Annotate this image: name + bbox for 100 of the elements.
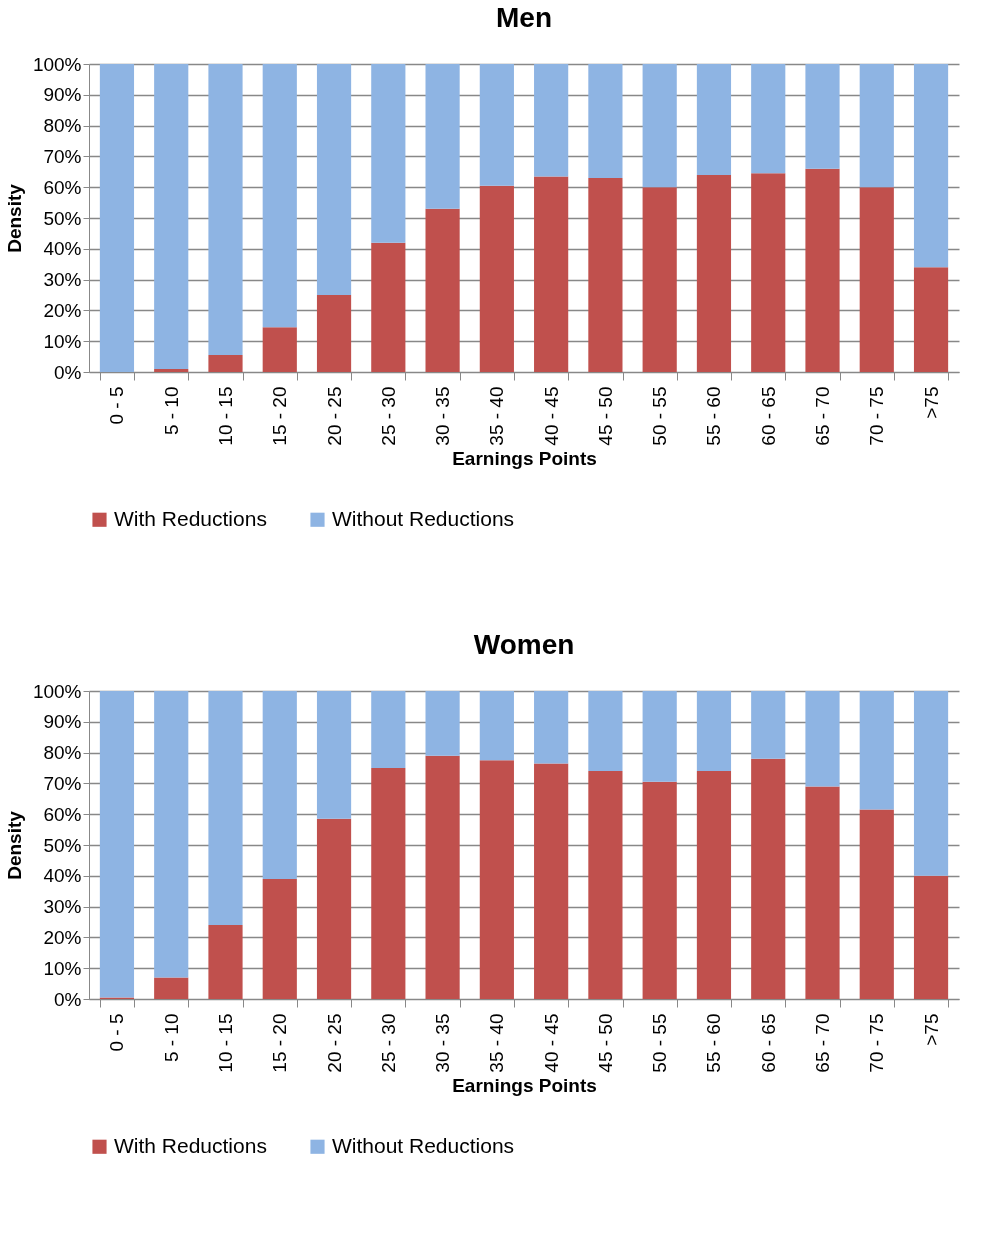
x-tick-label: 10 - 15: [215, 386, 236, 446]
bar: [425, 64, 460, 209]
bar: [588, 771, 623, 999]
x-tick-label: 10 - 15: [215, 1013, 236, 1073]
bar: [262, 327, 297, 372]
bar: [696, 691, 732, 772]
x-axis-title: Earnings Points: [452, 1074, 597, 1096]
x-tick-label: 70 - 75: [866, 386, 888, 446]
bar: [208, 691, 243, 926]
x-tick-label: 20 - 25: [323, 1013, 345, 1073]
bar: [479, 185, 514, 372]
y-tick-label: 40%: [43, 865, 82, 887]
bar: [371, 768, 406, 999]
y-tick-label: 90%: [43, 711, 82, 733]
x-tick-label: 25 - 30: [377, 1013, 399, 1073]
x-tick-label: 60 - 65: [757, 386, 779, 446]
y-tick-label: 100%: [32, 680, 82, 702]
bar: [154, 977, 189, 999]
bar: [425, 208, 460, 372]
x-tick-label: >75: [920, 386, 942, 419]
bar: [588, 64, 623, 178]
x-tick-label: 0 - 5: [106, 1013, 128, 1052]
bar: [262, 691, 297, 879]
x-tick-label: 5 - 10: [160, 386, 182, 436]
bar: [262, 878, 297, 999]
bar: [751, 64, 786, 174]
bar: [751, 173, 786, 372]
bar: [696, 174, 732, 372]
bar: [534, 64, 569, 177]
bar: [534, 176, 569, 372]
x-tick-label: 55 - 60: [703, 1013, 725, 1073]
y-axis-title: Density: [3, 810, 25, 880]
x-tick-label: 25 - 30: [377, 386, 399, 446]
bar: [208, 925, 243, 999]
bar: [913, 64, 949, 268]
y-tick-label: 30%: [43, 269, 82, 291]
x-tick-label: 5 - 10: [160, 1013, 182, 1063]
x-tick-label: 65 - 70: [812, 386, 833, 446]
bar: [913, 875, 949, 999]
x-tick-label: 45 - 50: [594, 386, 616, 446]
bar: [208, 355, 243, 372]
y-tick-label: 20%: [43, 926, 82, 948]
bar: [696, 64, 732, 175]
bar: [642, 691, 677, 782]
bar: [371, 242, 406, 372]
y-tick-label: 0%: [54, 988, 82, 1010]
bar: [534, 691, 569, 764]
bar: [859, 187, 894, 372]
bar: [316, 818, 352, 999]
y-tick-label: 80%: [43, 115, 82, 137]
bar: [479, 760, 514, 999]
y-tick-label: 70%: [43, 772, 82, 794]
y-tick-label: 10%: [43, 330, 82, 352]
bar: [99, 691, 135, 998]
bar: [805, 168, 840, 372]
bar: [805, 786, 840, 999]
bar: [805, 691, 840, 787]
x-tick-label: >75: [920, 1013, 942, 1046]
x-tick-label: 40 - 45: [540, 1013, 562, 1073]
bar: [208, 64, 243, 356]
x-tick-label: 0 - 5: [106, 386, 128, 425]
bar: [316, 64, 352, 295]
legend-label: Without Reductions: [332, 1133, 515, 1157]
bar: [371, 691, 406, 768]
y-tick-label: 10%: [43, 957, 82, 979]
bar: [696, 771, 732, 999]
bar: [642, 187, 677, 372]
bar: [262, 64, 297, 328]
x-tick-label: 30 - 35: [432, 386, 454, 446]
x-tick-label: 20 - 25: [323, 386, 345, 446]
y-tick-label: 50%: [43, 834, 82, 856]
chart-title: Women: [473, 629, 575, 660]
bar: [316, 295, 352, 372]
bar: [316, 691, 352, 819]
bar: [588, 691, 623, 772]
x-tick-label: 60 - 65: [757, 1013, 779, 1073]
bar: [642, 781, 677, 999]
legend-label: With Reductions: [114, 1133, 267, 1157]
bar: [859, 809, 894, 999]
y-tick-label: 50%: [43, 207, 82, 229]
y-axis-title: Density: [3, 183, 25, 253]
bar: [751, 758, 786, 999]
x-tick-label: 65 - 70: [812, 1013, 833, 1073]
legend-label: Without Reductions: [332, 506, 515, 530]
y-tick-label: 0%: [54, 361, 82, 383]
bar: [913, 691, 949, 876]
x-axis-title: Earnings Points: [452, 447, 597, 469]
bar: [642, 64, 677, 188]
bar: [371, 64, 406, 243]
chart-title: Men: [496, 2, 552, 33]
bar: [154, 64, 189, 369]
y-tick-label: 60%: [43, 176, 82, 198]
x-tick-label: 15 - 20: [269, 386, 291, 446]
x-tick-label: 50 - 55: [649, 386, 671, 446]
legend-label: With Reductions: [114, 506, 267, 530]
bar: [425, 755, 460, 999]
bar: [99, 64, 135, 372]
bar: [479, 64, 514, 186]
x-tick-label: 45 - 50: [594, 1013, 616, 1073]
bar: [751, 691, 786, 759]
